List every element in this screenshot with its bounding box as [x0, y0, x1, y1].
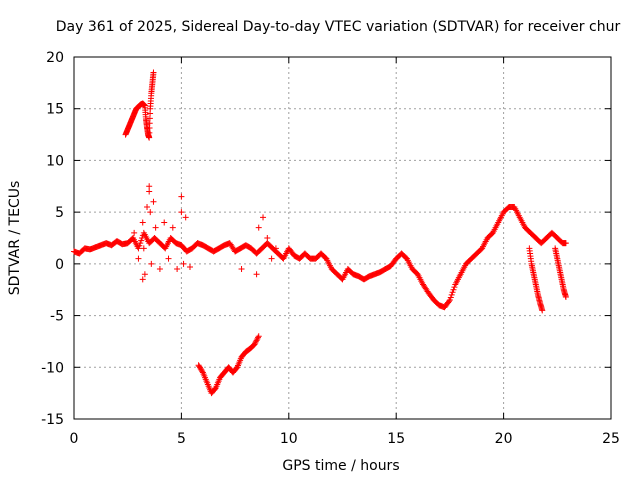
- series-late-drop-1: [526, 245, 546, 314]
- data-point: [251, 341, 258, 348]
- series-lower-arc: [195, 333, 262, 397]
- series-noise-band: [131, 183, 279, 283]
- data-point: [238, 266, 245, 273]
- y-tick-label: -15: [41, 412, 64, 428]
- data-point: [144, 203, 151, 210]
- data-point: [212, 385, 219, 392]
- y-tick-label: -5: [50, 309, 64, 325]
- x-tick-label: 15: [387, 431, 405, 447]
- data-point: [139, 219, 146, 226]
- x-tick-label: 5: [177, 431, 186, 447]
- data-point: [165, 255, 172, 262]
- x-tick-label: 20: [495, 431, 513, 447]
- data-point: [253, 271, 260, 278]
- axis-ticks: 0 5 10 15 20 25 -15 -10 -5 0 5 10 15 20: [41, 50, 620, 447]
- data-point: [178, 209, 185, 216]
- data-point: [272, 245, 279, 252]
- data-point: [150, 69, 157, 76]
- y-axis-label: SDTVAR / TECUs: [7, 181, 23, 296]
- data-point: [140, 245, 147, 252]
- series-main: [71, 203, 569, 311]
- data-point: [448, 291, 455, 298]
- data-point: [141, 271, 148, 278]
- data-point: [252, 340, 259, 347]
- data-point: [161, 219, 168, 226]
- data-point: [138, 237, 145, 244]
- data-point: [174, 266, 181, 273]
- data-point: [264, 235, 271, 241]
- data-point: [260, 214, 267, 221]
- data-point: [139, 276, 146, 283]
- data-point: [562, 293, 569, 300]
- data-points: [71, 69, 569, 397]
- data-point: [253, 337, 260, 344]
- x-axis-label: GPS time / hours: [282, 458, 399, 474]
- data-point: [446, 297, 453, 304]
- data-point: [268, 255, 275, 262]
- data-point: [199, 368, 206, 375]
- data-point: [562, 240, 569, 247]
- y-tick-label: -10: [41, 360, 64, 376]
- data-point: [252, 338, 259, 345]
- series-late-drop-2: [552, 245, 569, 300]
- data-point: [156, 266, 163, 273]
- data-point: [131, 229, 138, 236]
- y-tick-label: 15: [46, 102, 64, 118]
- data-point: [180, 260, 187, 267]
- data-point: [150, 198, 157, 205]
- data-point: [152, 224, 159, 231]
- y-tick-label: 5: [55, 205, 64, 221]
- data-point: [137, 240, 144, 247]
- data-point: [136, 242, 143, 249]
- data-point: [169, 224, 176, 231]
- data-point: [178, 193, 185, 200]
- series-upper-arc: [122, 69, 157, 141]
- chart-title: Day 361 of 2025, Sidereal Day-to-day VTE…: [56, 19, 621, 35]
- data-point: [147, 209, 154, 216]
- y-tick-label: 20: [46, 50, 64, 66]
- x-tick-label: 10: [280, 431, 298, 447]
- data-point: [446, 298, 453, 305]
- y-tick-label: 0: [55, 257, 64, 273]
- data-point: [450, 286, 457, 293]
- y-tick-label: 10: [46, 153, 64, 169]
- data-point: [539, 307, 546, 314]
- data-point: [146, 183, 153, 190]
- data-point: [449, 289, 456, 296]
- data-point: [255, 333, 262, 340]
- data-point: [148, 260, 155, 267]
- x-tick-label: 25: [602, 431, 620, 447]
- data-point: [186, 263, 193, 270]
- data-point: [255, 224, 262, 231]
- data-point: [233, 365, 240, 372]
- data-point: [135, 255, 142, 262]
- data-point: [135, 245, 142, 252]
- grid: [74, 57, 611, 419]
- data-point: [451, 284, 458, 291]
- data-point: [254, 336, 261, 343]
- x-tick-label: 0: [70, 431, 79, 447]
- data-point: [447, 294, 454, 301]
- data-point: [146, 188, 153, 195]
- plot-frame: [73, 56, 612, 420]
- data-point: [182, 214, 189, 221]
- data-point: [255, 334, 262, 341]
